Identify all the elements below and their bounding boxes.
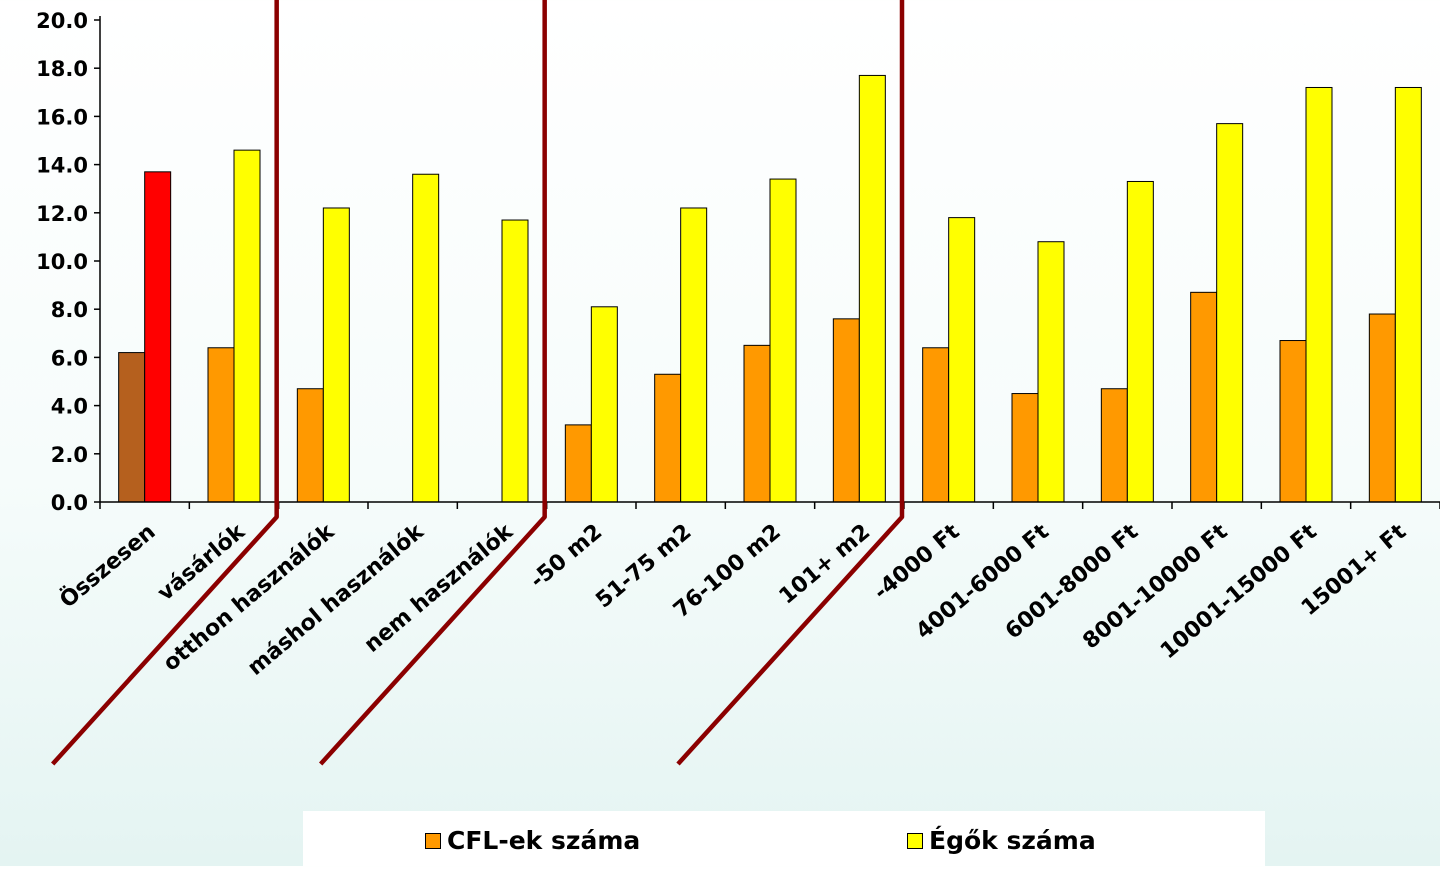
- group-separator-0: [51, 0, 279, 766]
- legend-item-egok: Égők száma: [907, 827, 1096, 855]
- bar-egok-5: [590, 306, 618, 503]
- bar-egok-10: [1037, 241, 1065, 503]
- bar-egok-1: [233, 149, 261, 503]
- bar-egok-9: [948, 217, 976, 503]
- x-tick-label-13: 10001-15000 Ft: [1156, 519, 1322, 664]
- x-tick-label-5: -50 m2: [526, 519, 608, 593]
- x-tick-label-2: otthon használók: [159, 519, 340, 677]
- x-tick-label-12: 8001-10000 Ft: [1078, 519, 1232, 654]
- y-tick-label: 16.0: [36, 105, 88, 129]
- legend-swatch-cfl: [425, 833, 441, 849]
- bar-cfl-5: [564, 424, 592, 503]
- bar-egok-3: [412, 173, 440, 503]
- bar-egok-6: [680, 207, 708, 503]
- bar-egok-4: [501, 219, 529, 503]
- group-separators: [51, 0, 905, 766]
- y-tick-label: 0.0: [51, 491, 88, 515]
- y-tick-label: 4.0: [51, 395, 88, 419]
- x-tick-label-0: Összesen: [55, 519, 161, 614]
- bar-egok-0: [144, 171, 172, 503]
- x-tick-label-3: máshol használók: [243, 519, 429, 681]
- bar-cfl-9: [922, 347, 950, 503]
- bar-cfl-6: [654, 373, 682, 503]
- bar-cfl-12: [1190, 291, 1218, 503]
- legend: CFL-ek száma Égők száma: [303, 811, 1265, 866]
- bar-egok-12: [1216, 123, 1244, 503]
- bars: [118, 74, 1422, 503]
- bar-egok-11: [1126, 180, 1154, 503]
- bar-cfl-14: [1368, 313, 1396, 503]
- bar-cfl-8: [832, 318, 860, 503]
- y-tick-label: 18.0: [36, 57, 88, 81]
- y-axis: 0.0 2.0 4.0 6.0 8.0 10.0 12.0 14.0 16.0 18.0 20.0: [36, 9, 101, 515]
- y-tick-label: 20.0: [36, 9, 88, 33]
- bar-egok-8: [858, 74, 886, 503]
- y-tick-label: 8.0: [51, 298, 88, 322]
- y-tick-label: 12.0: [36, 202, 88, 226]
- bar-cfl-13: [1279, 340, 1307, 503]
- bar-cfl-2: [296, 388, 324, 503]
- bar-egok-7: [769, 178, 797, 503]
- bar-cfl-11: [1100, 388, 1128, 503]
- y-tick-label: 6.0: [51, 346, 88, 370]
- y-tick-label: 10.0: [36, 250, 88, 274]
- bar-cfl-1: [207, 347, 235, 503]
- bar-egok-13: [1305, 86, 1333, 503]
- legend-swatch-egok: [907, 833, 923, 849]
- legend-label-egok: Égők száma: [929, 826, 1096, 855]
- x-tick-label-4: nem használók: [360, 519, 519, 658]
- bar-egok-14: [1394, 86, 1422, 503]
- legend-item-cfl: CFL-ek száma: [425, 827, 640, 855]
- group-separator-1: [319, 0, 547, 766]
- bar-cfl-10: [1011, 393, 1039, 503]
- bar-cfl-7: [743, 344, 771, 503]
- bar-egok-2: [322, 207, 350, 503]
- y-tick-label: 14.0: [36, 154, 88, 178]
- y-tick-label: 2.0: [51, 443, 88, 467]
- legend-label-cfl: CFL-ek száma: [447, 826, 641, 855]
- group-separator-2: [676, 0, 905, 766]
- bar-cfl-0: [118, 352, 146, 503]
